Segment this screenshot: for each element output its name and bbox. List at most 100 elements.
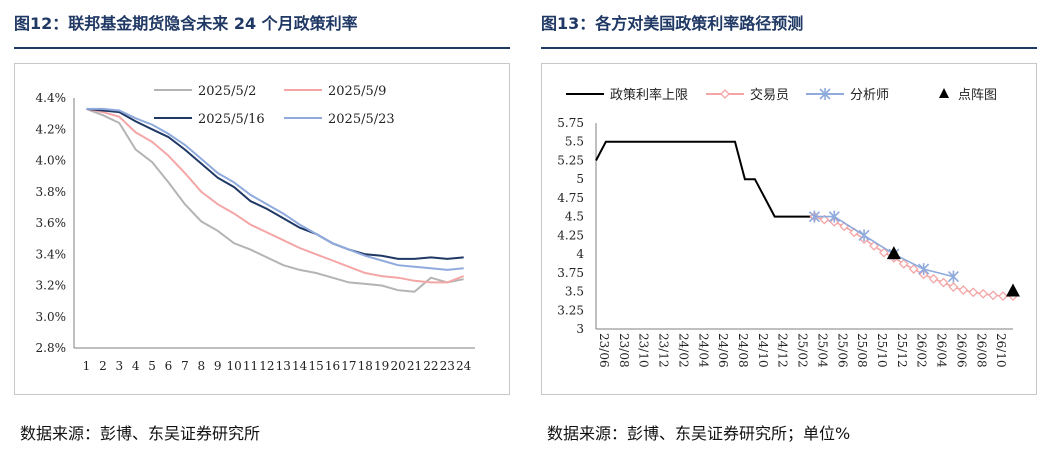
y-tick-label: 3.25 [557,303,584,317]
legend-label: 2025/5/23 [328,112,395,127]
x-tick-label: 7 [181,359,189,373]
trader-point [998,291,1008,301]
x-tick-label: 25/08 [855,333,869,368]
y-tick-label: 4.5 [565,210,584,224]
legend-label: 政策利率上限 [610,87,688,103]
y-tick-label: 3.8% [36,185,67,199]
x-tick-label: 23/08 [617,333,631,368]
x-tick-label: 22 [423,359,438,373]
y-tick-label: 3.0% [36,310,67,324]
trader-point [978,288,989,299]
analyst-point [819,88,831,100]
x-tick-label: 25/02 [796,333,810,368]
y-tick-label: 4 [576,247,584,261]
legend-swatch [939,88,949,98]
legend-label: 分析师 [850,88,889,103]
x-tick-label: 24/10 [756,333,770,368]
y-tick-label: 5.5 [565,135,584,149]
series-line-2025-5-23 [86,107,464,271]
trader-point [869,240,879,251]
x-tick-label: 26/08 [974,333,988,368]
x-tick-label: 24/08 [736,333,750,368]
x-tick-label: 2 [99,359,107,373]
x-tick-label: 26/10 [994,333,1008,368]
x-tick-label: 10 [226,359,241,373]
x-tick-label: 21 [407,359,422,373]
x-tick-label: 6 [165,359,173,373]
right-chart-frame [541,63,1037,395]
x-tick-label: 23/12 [657,333,671,368]
x-tick-label: 17 [341,359,356,373]
x-tick-label: 1 [83,359,91,373]
left-line-chart: 2.8%3.0%3.2%3.4%3.6%3.8%4.0%4.2%4.4%1 2 3 4… [36,84,475,373]
x-tick-label: 23 [440,359,455,373]
x-tick-label: 15 [308,359,323,373]
y-tick-label: 3.4% [36,247,67,261]
left-title-rule [14,47,510,49]
y-tick-label: 2.8% [36,341,67,355]
x-tick-label: 24/12 [776,333,790,368]
trader-point [948,282,959,292]
trader-point [958,285,969,295]
legend-label: 点阵图 [958,88,997,103]
trader-point [819,214,830,225]
right-chart-title: 图13：各方对美国政策利率路径预测 [541,14,804,33]
legend-label: 交易员 [750,87,789,103]
trader-point [968,287,979,298]
y-tick-label: 3.2% [36,279,67,293]
x-tick-label: 26/02 [915,333,929,368]
legend-label: 2025/5/9 [328,84,386,99]
left-chart-frame [14,63,510,395]
trader-point [879,247,889,258]
x-tick-label: 12 [259,359,274,373]
trader-point [938,277,949,288]
legend-label: 2025/5/2 [198,84,256,99]
left-chart-source: 数据来源：彭博、东吴证券研究所 [20,424,261,443]
x-tick-label: 26/06 [954,333,968,368]
series-line-2025-5-2 [86,107,464,293]
x-tick-label: 24/04 [696,333,710,368]
x-tick-label: 25/10 [875,333,889,368]
trader-point [988,290,999,301]
x-tick-label: 4 [132,359,140,373]
y-tick-label: 4.2% [36,122,67,136]
y-tick-label: 5.75 [557,116,584,130]
analyst-point [918,263,930,276]
x-tick-label: 25/04 [815,333,829,368]
analyst-point [808,210,820,223]
right-title-rule [541,47,1037,49]
analyst-point [858,229,870,242]
trader-point [898,258,909,269]
trader-point [928,273,939,284]
y-tick-label: 4.25 [557,228,584,242]
x-tick-label: 20 [390,359,405,373]
x-tick-label: 18 [358,359,373,373]
x-tick-label: 14 [292,359,308,373]
right-chart-source: 数据来源：彭博、东吴证券研究所；单位% [547,424,851,443]
x-tick-label: 23/06 [597,333,611,368]
y-tick-label: 4.4% [36,91,67,105]
y-tick-label: 3.5 [565,285,584,299]
trader-point [908,264,919,274]
right-line-chart: 3 3.25 3.5 3.75 4 4.25 4.5 4.75 5 5.25 5.5 5.75 23/0… [557,87,1020,368]
trader-point [720,89,730,99]
y-tick-label: 3 [576,322,584,336]
x-tick-label: 5 [148,359,156,373]
dot-plot-point [1006,283,1020,297]
series-line-分析师 [814,215,954,278]
x-tick-label: 26/04 [935,333,949,368]
x-tick-label: 11 [243,359,258,373]
y-tick-label: 5 [576,172,584,186]
x-tick-label: 3 [115,359,123,373]
dot-plot-point [886,246,901,260]
legend-label: 2025/5/16 [198,112,265,127]
analyst-point [828,210,840,223]
x-tick-label: 13 [276,359,291,373]
x-tick-label: 9 [214,359,222,373]
x-tick-label: 19 [374,359,389,373]
x-tick-label: 23/10 [637,333,651,368]
y-tick-label: 3.6% [36,216,67,230]
x-tick-label: 24/02 [676,333,690,368]
x-tick-label: 8 [197,359,205,373]
analyst-point [947,270,959,283]
